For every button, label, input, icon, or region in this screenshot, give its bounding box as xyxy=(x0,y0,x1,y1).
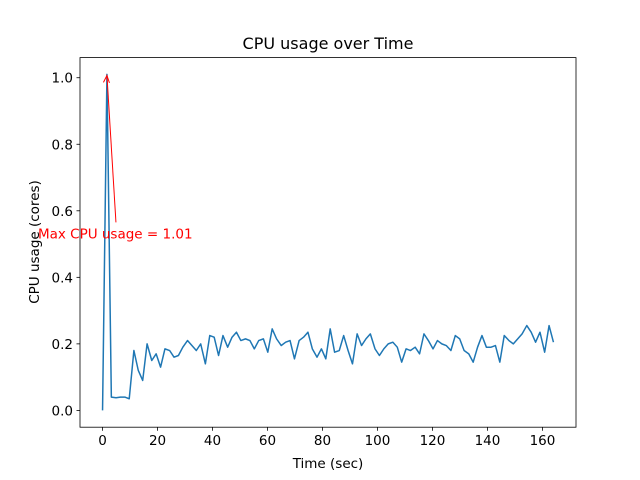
x-tick-label: 120 xyxy=(420,433,446,449)
annotation-arrowhead xyxy=(102,74,110,84)
x-tick-label: 0 xyxy=(98,433,107,449)
x-tick-label: 100 xyxy=(365,433,391,449)
x-tick-label: 40 xyxy=(204,433,221,449)
y-tick-label: 0.4 xyxy=(52,270,73,286)
x-tick-label: 60 xyxy=(259,433,276,449)
y-tick-label: 0.0 xyxy=(52,403,73,419)
data-line xyxy=(101,73,555,411)
y-tick-label: 1.0 xyxy=(52,71,73,87)
x-axis-label: Time (sec) xyxy=(292,456,364,472)
chart-title: CPU usage over Time xyxy=(243,34,414,53)
annotation-arrow xyxy=(106,75,117,223)
annotation-text: Max CPU usage = 1.01 xyxy=(38,226,193,242)
x-tick-label: 160 xyxy=(530,433,556,449)
x-tick-label: 20 xyxy=(149,433,166,449)
y-tick-label: 0.2 xyxy=(52,337,73,353)
y-tick-label: 0.8 xyxy=(52,137,73,153)
y-tick-label: 0.6 xyxy=(52,204,73,220)
y-axis-label: CPU usage (cores) xyxy=(27,180,43,304)
x-tick-label: 140 xyxy=(475,433,501,449)
plot-frame xyxy=(79,57,577,428)
x-tick-label: 80 xyxy=(314,433,331,449)
